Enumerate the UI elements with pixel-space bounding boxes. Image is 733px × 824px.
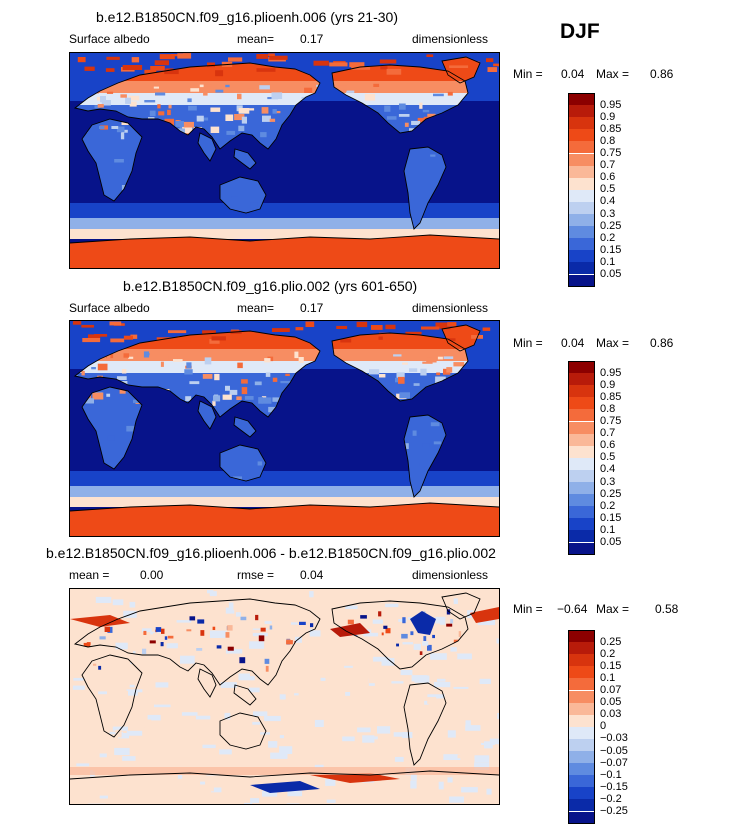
colorbar-label: 0.15 xyxy=(600,661,621,672)
colorbar-label: 0.25 xyxy=(600,637,621,648)
colorbar-label: 0 xyxy=(600,721,606,732)
units-label: dimensionless xyxy=(412,568,488,582)
colorbar-label: 0.3 xyxy=(600,209,615,220)
colorbar-label: 0.6 xyxy=(600,440,615,451)
colorbar-label: 0.6 xyxy=(600,172,615,183)
panel-title: b.e12.B1850CN.f09_g16.plioenh.006 (yrs 2… xyxy=(96,9,398,25)
min-label: Min = xyxy=(513,336,543,350)
mean-label: mean= xyxy=(237,32,274,46)
colorbar-label: 0.05 xyxy=(600,697,621,708)
min-value: 0.04 xyxy=(561,67,584,81)
colorbar-label: 0.05 xyxy=(600,537,621,548)
colorbar-label: 0.2 xyxy=(600,649,615,660)
colorbar-frame xyxy=(568,630,595,824)
max-value: 0.86 xyxy=(650,336,673,350)
max-value: 0.86 xyxy=(650,67,673,81)
colorbar-label: 0.8 xyxy=(600,136,615,147)
colorbar-label: 0.9 xyxy=(600,112,615,123)
min-label: Min = xyxy=(513,602,543,616)
min-value: −0.64 xyxy=(557,602,587,616)
colorbar-label: 0.15 xyxy=(600,245,621,256)
colorbar-label: 0.2 xyxy=(600,233,615,244)
colorbar-label: 0.75 xyxy=(600,416,621,427)
albedo-map xyxy=(69,320,500,537)
colorbar-label: 0.25 xyxy=(600,221,621,232)
variable-label: Surface albedo xyxy=(69,32,150,46)
mean-value: 0.17 xyxy=(300,32,323,46)
colorbar-label: 0.85 xyxy=(600,124,621,135)
max-label: Max = xyxy=(596,67,629,81)
colorbar-label: 0.95 xyxy=(600,100,621,111)
colorbar-label: 0.1 xyxy=(600,257,615,268)
max-label: Max = xyxy=(596,336,629,350)
mean-value: 0.00 xyxy=(140,568,163,582)
panel-title: b.e12.B1850CN.f09_g16.plio.002 (yrs 601-… xyxy=(123,278,417,294)
colorbar-label: 0.9 xyxy=(600,380,615,391)
colorbar-label: 0.5 xyxy=(600,184,615,195)
colorbar-label: −0.15 xyxy=(600,782,628,793)
panel-title: b.e12.B1850CN.f09_g16.plioenh.006 - b.e1… xyxy=(46,545,496,561)
colorbar-label: −0.25 xyxy=(600,806,628,817)
colorbar-label: −0.1 xyxy=(600,770,622,781)
colorbar-label: 0.1 xyxy=(600,673,615,684)
colorbar-label: 0.4 xyxy=(600,196,615,207)
colorbar-label: 0.2 xyxy=(600,501,615,512)
colorbar-label: 0.4 xyxy=(600,464,615,475)
season-label: DJF xyxy=(560,20,600,44)
mean-value: 0.17 xyxy=(300,301,323,315)
colorbar-label: −0.03 xyxy=(600,733,628,744)
colorbar-label: 0.1 xyxy=(600,525,615,536)
colorbar-label: −0.05 xyxy=(600,746,628,757)
rmse-value: 0.04 xyxy=(300,568,323,582)
min-value: 0.04 xyxy=(561,336,584,350)
colorbar-label: 0.15 xyxy=(600,513,621,524)
albedo-map xyxy=(69,52,500,269)
colorbar-label: 0.85 xyxy=(600,392,621,403)
rmse-label: rmse = xyxy=(237,568,274,582)
colorbar-label: 0.05 xyxy=(600,269,621,280)
difference-map xyxy=(69,588,500,805)
colorbar-label: 0.25 xyxy=(600,489,621,500)
units-label: dimensionless xyxy=(412,32,488,46)
colorbar-label: 0.3 xyxy=(600,477,615,488)
variable-label: Surface albedo xyxy=(69,301,150,315)
colorbar-label: 0.7 xyxy=(600,428,615,439)
colorbar-label: 0.8 xyxy=(600,404,615,415)
max-label: Max = xyxy=(596,602,629,616)
min-label: Min = xyxy=(513,67,543,81)
units-label: dimensionless xyxy=(412,301,488,315)
colorbar-frame xyxy=(568,361,595,555)
colorbar-label: 0.5 xyxy=(600,452,615,463)
colorbar-label: 0.7 xyxy=(600,160,615,171)
colorbar-label: −0.2 xyxy=(600,794,622,805)
colorbar-label: −0.07 xyxy=(600,758,628,769)
colorbar-label: 0.75 xyxy=(600,148,621,159)
colorbar-label: 0.03 xyxy=(600,709,621,720)
colorbar-label: 0.95 xyxy=(600,368,621,379)
mean-label: mean = xyxy=(69,568,109,582)
max-value: 0.58 xyxy=(655,602,678,616)
colorbar-frame xyxy=(568,93,595,287)
colorbar-label: 0.07 xyxy=(600,685,621,696)
mean-label: mean= xyxy=(237,301,274,315)
